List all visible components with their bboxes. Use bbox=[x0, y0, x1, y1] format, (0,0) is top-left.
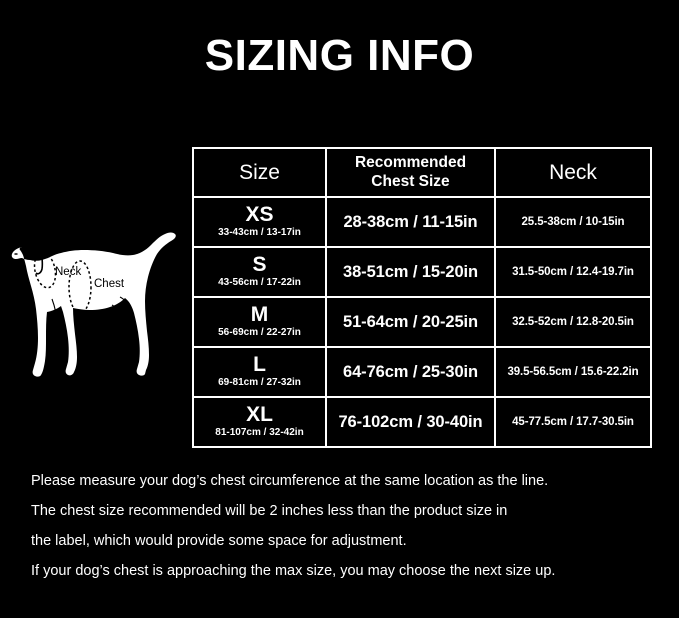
dog-side-view-illustration: Neck Chest bbox=[8, 225, 188, 385]
size-code: XS bbox=[245, 203, 274, 227]
column-header-chest-line2: Chest Size bbox=[371, 172, 450, 190]
cell-neck: 45-77.5cm / 17.7-30.5in bbox=[496, 398, 650, 446]
table-header-row: Size Recommended Chest Size Neck bbox=[194, 149, 650, 196]
size-range: 56-69cm / 22-27in bbox=[218, 327, 301, 339]
column-header-chest: Recommended Chest Size bbox=[327, 149, 494, 196]
size-code: S bbox=[252, 253, 267, 277]
column-header-chest-line1: Recommended bbox=[354, 154, 467, 172]
cell-chest: 38-51cm / 15-20in bbox=[327, 248, 494, 296]
cell-neck: 32.5-52cm / 12.8-20.5in bbox=[496, 298, 650, 346]
table-row: XL 81-107cm / 32-42in 76-102cm / 30-40in… bbox=[194, 398, 650, 446]
neck-measure-label: Neck bbox=[55, 266, 81, 278]
size-code: M bbox=[250, 303, 269, 327]
cell-chest: 51-64cm / 20-25in bbox=[327, 298, 494, 346]
size-range: 33-43cm / 13-17in bbox=[218, 227, 301, 239]
cell-neck: 39.5-56.5cm / 15.6-22.2in bbox=[496, 348, 650, 396]
size-range: 69-81cm / 27-32in bbox=[218, 377, 301, 389]
column-header-neck: Neck bbox=[496, 149, 650, 196]
note-line: Please measure your dog’s chest circumfe… bbox=[31, 473, 549, 489]
cell-chest: 28-38cm / 11-15in bbox=[327, 198, 494, 246]
cell-size: L 69-81cm / 27-32in bbox=[194, 348, 325, 396]
size-code: XL bbox=[246, 403, 273, 427]
chest-measure-line bbox=[68, 260, 92, 314]
note-line: the label, which would provide some spac… bbox=[31, 533, 407, 549]
chest-measure-label: Chest bbox=[94, 278, 125, 290]
column-header-size: Size bbox=[194, 149, 325, 196]
size-range: 43-56cm / 17-22in bbox=[218, 277, 301, 289]
size-code: L bbox=[253, 353, 266, 377]
cell-size: M 56-69cm / 22-27in bbox=[194, 298, 325, 346]
page-title: SIZING INFO bbox=[204, 31, 475, 80]
table-row: L 69-81cm / 27-32in 64-76cm / 25-30in 39… bbox=[194, 348, 650, 396]
cell-size: S 43-56cm / 17-22in bbox=[194, 248, 325, 296]
sizing-notes: Please measure your dog’s chest circumfe… bbox=[31, 466, 651, 586]
cell-chest: 64-76cm / 25-30in bbox=[327, 348, 494, 396]
cell-neck: 31.5-50cm / 12.4-19.7in bbox=[496, 248, 650, 296]
cell-size: XS 33-43cm / 13-17in bbox=[194, 198, 325, 246]
size-range: 81-107cm / 32-42in bbox=[215, 427, 304, 439]
cell-chest: 76-102cm / 30-40in bbox=[327, 398, 494, 446]
table-row: XS 33-43cm / 13-17in 28-38cm / 11-15in 2… bbox=[194, 198, 650, 246]
sizing-table: Size Recommended Chest Size Neck XS 33-4… bbox=[192, 147, 652, 448]
cell-neck: 25.5-38cm / 10-15in bbox=[496, 198, 650, 246]
cell-size: XL 81-107cm / 32-42in bbox=[194, 398, 325, 446]
note-line: If your dog’s chest is approaching the m… bbox=[31, 563, 556, 579]
table-row: S 43-56cm / 17-22in 38-51cm / 15-20in 31… bbox=[194, 248, 650, 296]
table-row: M 56-69cm / 22-27in 51-64cm / 20-25in 32… bbox=[194, 298, 650, 346]
note-line: The chest size recommended will be 2 inc… bbox=[31, 503, 508, 519]
